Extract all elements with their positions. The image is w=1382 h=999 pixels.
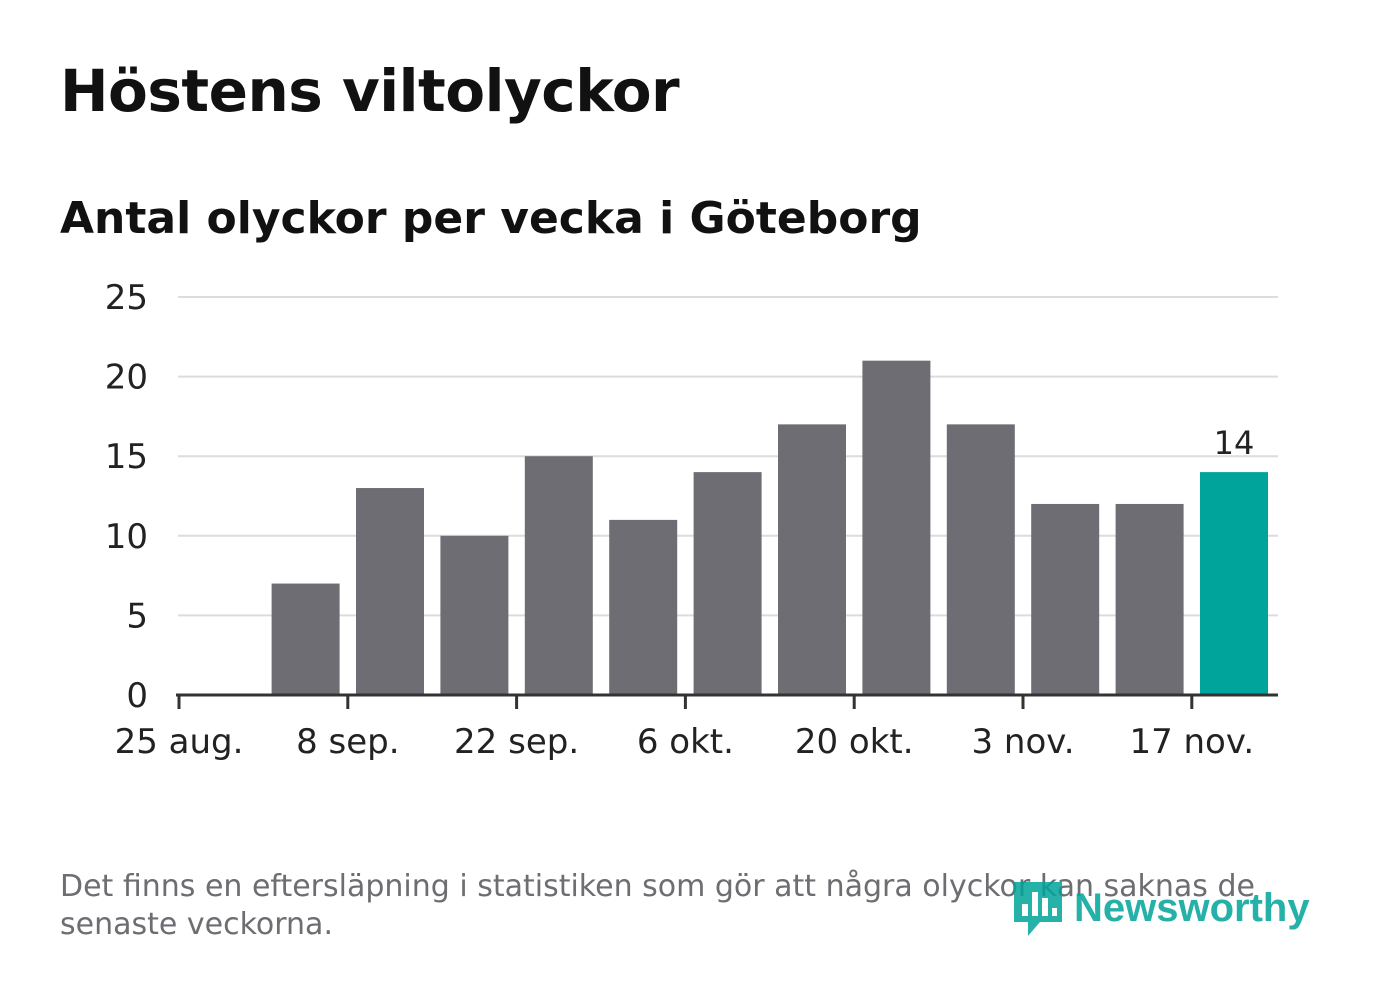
bar [440,535,509,695]
bar-chart: 0 5 10 15 20 25 14 25 aug. 8 sep. 22 sep. 6 okt. 20… [105,278,1278,762]
bar [1200,472,1268,695]
x-tick-label: 3 nov. [971,722,1074,762]
x-tick-label: 22 sep. [454,722,579,762]
bar [356,488,424,695]
x-tick-label: 6 okt. [637,722,734,762]
x-tick-label: 8 sep. [296,722,399,762]
newsworthy-logo: Newsworthy [1010,878,1310,938]
y-tick-label: 15 [105,437,148,477]
bar [271,583,340,695]
bar [1115,503,1184,695]
bar [609,519,678,695]
x-tick-label: 25 aug. [115,722,244,762]
y-tick-label: 0 [126,676,148,716]
bar [778,424,846,695]
bar [946,424,1015,695]
bar [693,472,762,695]
data-label: 14 [1214,424,1255,462]
bar [862,360,931,695]
y-tick-label: 25 [105,278,148,318]
bar [1031,503,1100,695]
x-tick-label: 17 nov. [1129,722,1254,762]
y-tick-label: 5 [126,596,148,636]
y-tick-label: 10 [105,517,148,557]
x-tick-label: 20 okt. [795,722,914,762]
chart-title: Höstens viltolyckor [60,57,680,125]
brand-name: Newsworthy [1074,885,1310,930]
bar [524,456,593,695]
chart-subtitle: Antal olyckor per vecka i Göteborg [60,193,922,244]
y-tick-label: 20 [105,358,148,398]
bar-chart-pin-icon [1014,882,1062,936]
